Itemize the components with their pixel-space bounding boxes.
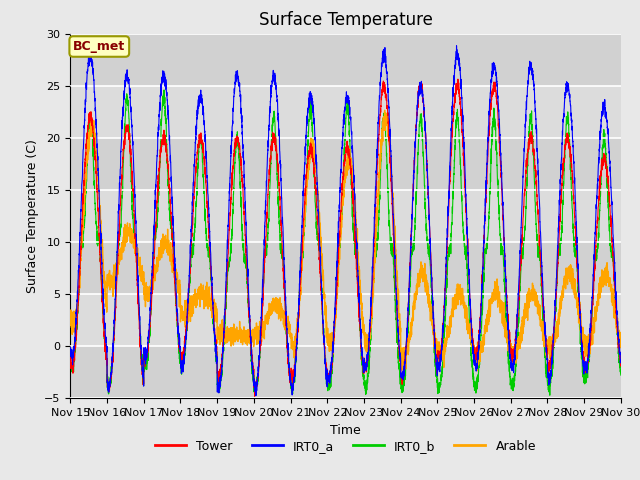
Y-axis label: Surface Temperature (C): Surface Temperature (C) xyxy=(26,139,39,293)
Bar xyxy=(70,138,621,190)
Legend: Tower, IRT0_a, IRT0_b, Arable: Tower, IRT0_a, IRT0_b, Arable xyxy=(150,435,541,458)
X-axis label: Time: Time xyxy=(330,424,361,437)
Title: Surface Temperature: Surface Temperature xyxy=(259,11,433,29)
Bar xyxy=(70,34,621,86)
Bar xyxy=(70,346,621,398)
Text: BC_met: BC_met xyxy=(73,40,125,53)
Bar xyxy=(70,242,621,294)
